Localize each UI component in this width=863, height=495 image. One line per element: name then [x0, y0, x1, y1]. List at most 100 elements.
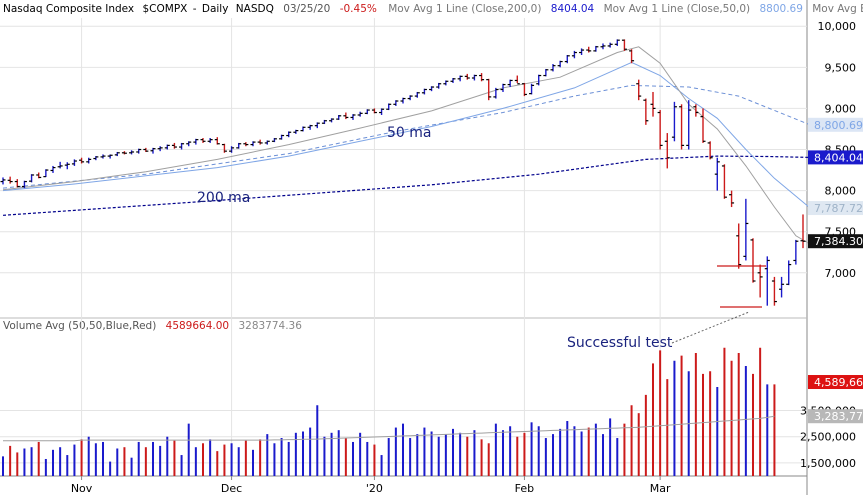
ohlc-bar: [150, 147, 156, 154]
ohlc-bar: [271, 138, 277, 143]
x-tick-label: Mar: [650, 482, 671, 495]
ohlc-bar: [557, 60, 563, 68]
ohlc-bar: [550, 64, 556, 72]
ohlc-bar: [729, 190, 735, 208]
annotation-successful-test: Successful test: [567, 335, 673, 351]
price-badge-ema: [808, 201, 863, 216]
volume-badge-label: 3,283,774: [814, 410, 863, 423]
ohlc-bar: [179, 142, 185, 150]
price-tick-label: 7,000: [825, 267, 857, 280]
price-tick-label: 9,000: [825, 102, 857, 115]
ohlc-bar: [621, 39, 627, 51]
ohlc-bar: [93, 156, 99, 161]
ohlc-bar: [379, 108, 385, 115]
ohlc-bar: [743, 198, 749, 261]
ohlc-bar: [243, 142, 249, 147]
price-bars: [0, 39, 806, 306]
ohlc-bar: [714, 157, 720, 191]
ohlc-bar: [14, 179, 20, 188]
volume-badge-avg: [808, 409, 863, 424]
ohlc-bar: [100, 154, 106, 159]
ohlc-bar: [257, 139, 263, 145]
volume-bars: [2, 347, 776, 476]
volume-average-line: [3, 415, 775, 442]
header-change: -0.45%: [340, 3, 377, 15]
ohlc-bar: [414, 91, 420, 98]
ohlc-bar: [343, 112, 349, 120]
ohlc-bar: [600, 43, 606, 50]
ohlc-bar: [171, 142, 177, 149]
price-badge-label: 7,384.30: [814, 235, 863, 248]
x-tick-label: Dec: [221, 482, 242, 495]
volume-header: Volume Avg (50,50,Blue,Red) 4589664.00 3…: [3, 320, 302, 332]
ohlc-bar: [7, 176, 13, 184]
ohlc-bar: [114, 151, 120, 157]
ohlc-bar: [221, 143, 227, 153]
header-symbol: $COMPX: [143, 3, 188, 15]
volume-header-label: Volume Avg (50,50,Blue,Red): [3, 320, 156, 332]
ohlc-bar: [129, 150, 135, 155]
ohlc-bar: [386, 103, 392, 111]
price-badge-label: 7,787.72: [814, 202, 863, 215]
ohlc-bar: [36, 172, 42, 179]
ohlc-bar: [350, 114, 356, 120]
ohlc-bar: [371, 108, 377, 114]
ohlc-bar: [479, 73, 485, 82]
ohlc-bar: [579, 48, 585, 55]
ohlc-bar: [164, 144, 170, 150]
ohlc-bar: [629, 49, 635, 64]
ohlc-bar: [693, 104, 699, 117]
moving-averages: [2, 46, 811, 245]
ohlc-bar: [679, 104, 685, 150]
x-tick-label: '20: [366, 482, 383, 495]
ohlc-bar: [757, 264, 763, 298]
ohlc-bar: [421, 88, 427, 95]
ohlc-bar: [136, 148, 142, 154]
ohlc-bar: [471, 74, 477, 81]
price-badge-label: 8,404.04: [814, 151, 863, 164]
ma50-line: [2, 84, 811, 189]
ohlc-bar: [21, 180, 27, 189]
ohlc-bar: [514, 75, 520, 85]
ohlc-bar: [214, 137, 220, 145]
header-ma200-value: 8404.04: [551, 3, 595, 15]
ohlc-bar: [314, 122, 320, 129]
ohlc-bar: [200, 138, 206, 143]
ohlc-bar: [707, 141, 713, 160]
ohlc-bar: [279, 134, 285, 140]
ohlc-bar: [671, 101, 677, 142]
ohlc-bar: [543, 68, 549, 77]
price-tick-label: 9,500: [825, 61, 857, 74]
ohlc-bar: [64, 162, 70, 170]
ohlc-bar: [207, 138, 213, 143]
x-tick-label: Feb: [515, 482, 534, 495]
header-ma200-label: Mov Avg 1 Line (Close,200,0): [388, 3, 541, 15]
ohlc-bar: [450, 78, 456, 83]
ohlc-bar: [750, 238, 756, 283]
ohlc-bar: [400, 97, 406, 104]
volume-header-value: 4589664.00: [166, 320, 229, 332]
ohlc-bar: [521, 82, 527, 97]
ohlc-bar: [157, 146, 163, 152]
ohlc-bar: [236, 142, 242, 149]
x-tick-label: Nov: [71, 482, 93, 495]
ohlc-bar: [429, 86, 435, 92]
short-ma-line: [2, 46, 811, 245]
ohlc-bar: [564, 54, 570, 64]
volume-header-avg: 3283774.36: [238, 320, 302, 332]
chart-header: Nasdaq Composite Index $COMPX - Daily NA…: [3, 3, 863, 15]
ohlc-bar: [264, 140, 270, 145]
ema-line: [2, 61, 811, 209]
header-exchange: NASDQ: [236, 3, 274, 15]
ma200-line: [2, 155, 811, 216]
ohlc-bar: [293, 129, 299, 134]
price-badge-ma200: [808, 150, 863, 165]
ohlc-bar: [143, 147, 149, 152]
ohlc-bar: [250, 141, 256, 147]
ohlc-bar: [657, 110, 663, 150]
ohlc-bar: [321, 119, 327, 125]
volume-badge-last: [808, 375, 863, 390]
x-axis: Nov Dec '20 Feb Mar: [71, 476, 671, 495]
